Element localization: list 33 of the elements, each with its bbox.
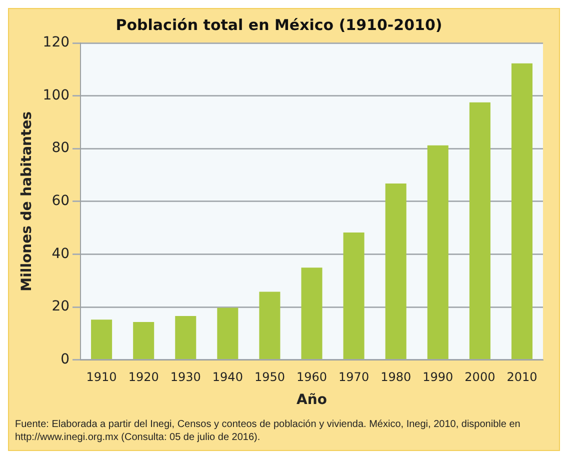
x-tick-label: 1970 bbox=[338, 370, 370, 384]
bar bbox=[343, 232, 364, 360]
x-tick-label: 2010 bbox=[506, 370, 538, 384]
bar bbox=[301, 268, 322, 360]
bar bbox=[217, 308, 238, 360]
x-axis-title: Año bbox=[296, 392, 328, 408]
bar bbox=[91, 320, 112, 360]
chart-title: Población total en México (1910-2010) bbox=[116, 16, 442, 34]
x-tick-label: 1960 bbox=[296, 370, 328, 384]
y-tick-label: 60 bbox=[52, 193, 70, 210]
x-tick-label: 1920 bbox=[128, 370, 159, 384]
x-tick-label: 1910 bbox=[86, 370, 117, 384]
bar bbox=[469, 102, 490, 360]
y-tick-label: 20 bbox=[52, 298, 70, 315]
bar bbox=[427, 145, 448, 360]
bar bbox=[511, 63, 532, 360]
bar bbox=[133, 322, 154, 360]
y-tick-label: 120 bbox=[42, 34, 70, 51]
bar bbox=[385, 183, 406, 360]
y-axis-title: Millones de habitantes bbox=[19, 111, 36, 292]
x-tick-label: 2000 bbox=[464, 370, 496, 384]
y-tick-label: 100 bbox=[42, 87, 70, 104]
x-tick-label: 1940 bbox=[212, 370, 243, 384]
x-tick-label: 1950 bbox=[254, 370, 285, 384]
x-tick-label: 1990 bbox=[422, 370, 454, 384]
y-tick-label: 80 bbox=[52, 140, 70, 156]
source-note: Fuente: Elaborada a partir del Inegi, Censos y conteos de población y vivienda. México, Inegi, 2010, disponible en http://www.inegi.org.mx (Consulta: 05 de julio de 2016). bbox=[15, 419, 522, 444]
bar bbox=[175, 316, 196, 360]
x-tick-label: 1980 bbox=[380, 370, 412, 384]
y-tick-label: 40 bbox=[52, 246, 70, 262]
bar bbox=[259, 292, 280, 360]
y-tick-label: 0 bbox=[60, 351, 70, 368]
x-tick-label: 1930 bbox=[170, 370, 201, 384]
